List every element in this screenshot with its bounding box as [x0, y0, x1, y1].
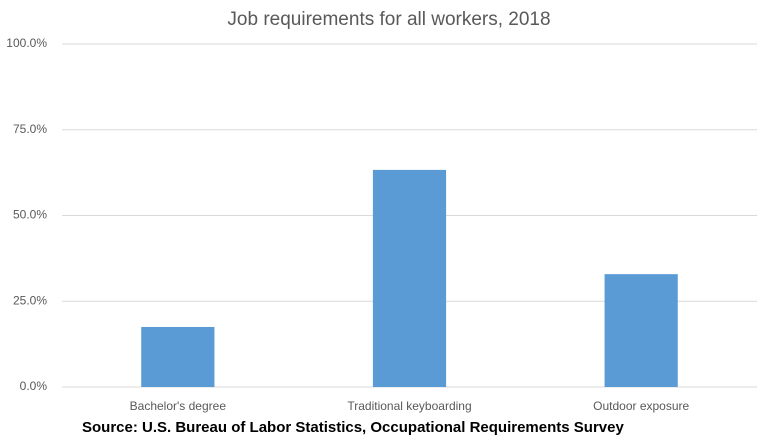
bar — [604, 274, 678, 387]
y-tick-label: 75.0% — [13, 122, 47, 136]
bar — [372, 169, 447, 387]
chart-title: Job requirements for all workers, 2018 — [227, 9, 550, 30]
x-tick-label: Traditional keyboarding — [347, 399, 471, 413]
y-tick-label: 0.0% — [20, 379, 48, 393]
bar — [141, 326, 215, 387]
x-tick-label: Outdoor exposure — [593, 399, 689, 413]
y-tick-label: 50.0% — [13, 208, 47, 222]
y-tick-label: 25.0% — [13, 293, 47, 307]
x-tick-label: Bachelor's degree — [130, 399, 227, 413]
source-note: Source: U.S. Bureau of Labor Statistics,… — [82, 419, 624, 436]
y-tick-label: 100.0% — [6, 36, 47, 50]
